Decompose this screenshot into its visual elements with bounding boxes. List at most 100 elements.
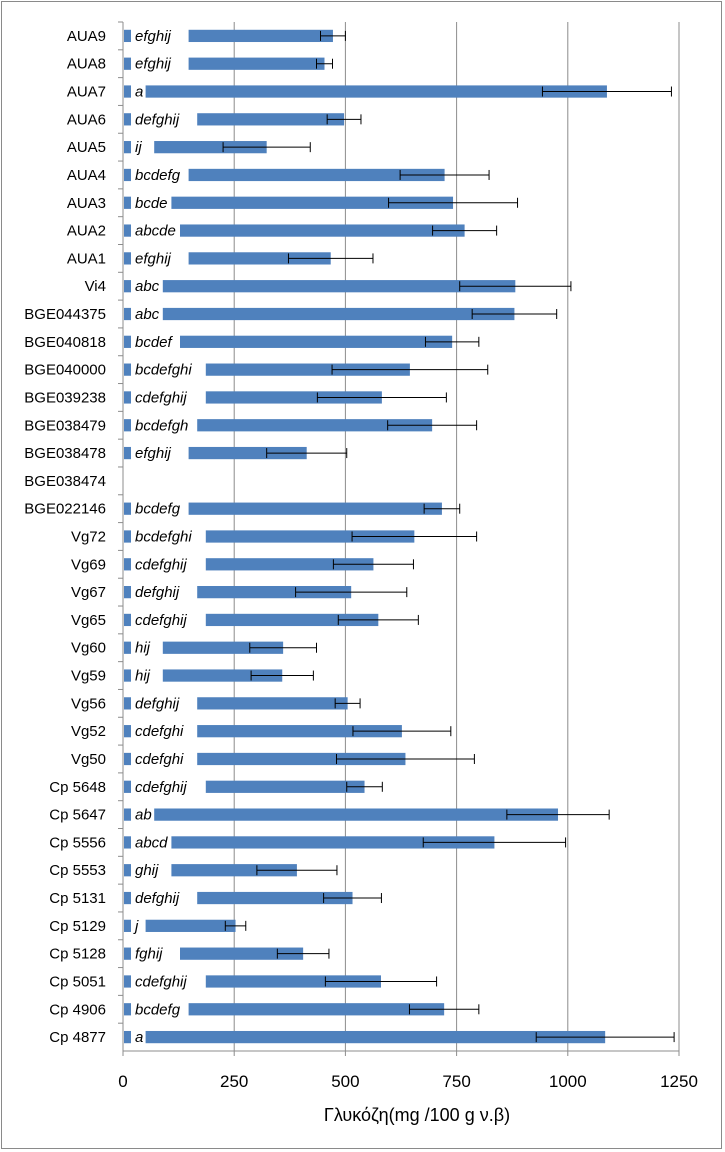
category-label: Cp 5129 xyxy=(49,918,106,935)
category-label: Cp 5553 xyxy=(49,862,106,879)
significance-letters: cdefghi xyxy=(135,723,184,740)
category-label: Cp 5051 xyxy=(49,973,106,990)
category-label: Vg56 xyxy=(71,695,106,712)
bar xyxy=(124,85,607,98)
bar xyxy=(124,669,283,682)
category-label: BGE044375 xyxy=(24,306,106,323)
significance-letters: bcdefg xyxy=(135,1001,181,1018)
significance-letters: defghij xyxy=(135,890,180,907)
letter-box xyxy=(131,747,198,769)
letter-box xyxy=(131,414,198,436)
significance-letters: abc xyxy=(135,306,160,323)
letter-box xyxy=(131,497,189,519)
x-tick-label: 250 xyxy=(220,1072,248,1091)
significance-letters: cdefghij xyxy=(135,556,187,573)
significance-letters: ab xyxy=(135,807,152,824)
category-label: Vg60 xyxy=(71,640,106,657)
bar xyxy=(124,280,516,293)
category-label: BGE038479 xyxy=(24,417,106,434)
significance-letters: defghij xyxy=(135,584,180,601)
significance-letters: efghij xyxy=(135,250,172,267)
letter-box xyxy=(131,775,206,797)
x-tick-label: 500 xyxy=(331,1072,359,1091)
letter-box xyxy=(131,553,206,575)
significance-letters: fghij xyxy=(135,946,163,963)
significance-letters: bcdefgh xyxy=(135,417,188,434)
category-label: AUA3 xyxy=(67,195,106,212)
letter-box xyxy=(131,136,155,158)
bar xyxy=(124,1030,606,1044)
letter-box xyxy=(131,887,198,909)
letter-box xyxy=(131,581,198,603)
letter-box xyxy=(131,163,189,185)
bar xyxy=(124,502,442,515)
letter-box xyxy=(131,998,189,1020)
significance-letters: a xyxy=(135,1029,143,1046)
x-axis-title: Γλυκόζη(mg /100 g ν.β) xyxy=(324,1105,510,1125)
x-tick-label: 0 xyxy=(118,1072,127,1091)
category-label: Cp 5648 xyxy=(49,779,106,796)
letter-box xyxy=(131,80,146,102)
significance-letters: efghij xyxy=(135,28,172,45)
letter-box xyxy=(131,831,172,853)
significance-letters: ij xyxy=(135,139,142,156)
category-label: AUA8 xyxy=(67,56,106,73)
category-label: AUA2 xyxy=(67,223,106,240)
category-label: Vg59 xyxy=(71,668,106,685)
category-label: AUA1 xyxy=(67,250,106,267)
letter-box xyxy=(131,803,155,825)
letter-box xyxy=(131,525,206,547)
significance-letters: defghij xyxy=(135,695,180,712)
letter-box xyxy=(131,608,206,630)
bar xyxy=(124,419,433,432)
category-label: Vg65 xyxy=(71,612,106,629)
category-label: AUA7 xyxy=(67,84,106,101)
letter-box xyxy=(131,275,163,297)
significance-letters: abc xyxy=(135,278,160,295)
significance-letters: abcd xyxy=(135,834,168,851)
category-label: Cp 5647 xyxy=(49,807,106,824)
category-label: AUA6 xyxy=(67,111,106,128)
significance-letters: defghij xyxy=(135,111,180,128)
category-label: Vg67 xyxy=(71,584,106,601)
bar xyxy=(124,224,465,237)
category-label: Cp 4877 xyxy=(49,1029,106,1046)
significance-letters: bcde xyxy=(135,195,168,212)
letter-box xyxy=(131,664,163,686)
letter-box xyxy=(131,108,198,130)
significance-letters: cdefghij xyxy=(135,779,187,796)
category-label: Cp 5556 xyxy=(49,834,106,851)
bar xyxy=(124,836,495,849)
letter-box xyxy=(131,942,180,964)
category-label: BGE039238 xyxy=(24,389,106,406)
significance-letters: hij xyxy=(135,668,151,685)
letter-box xyxy=(131,720,198,742)
significance-letters: bcdef xyxy=(135,334,174,351)
letter-box xyxy=(131,970,206,992)
letter-box xyxy=(131,219,180,241)
letter-box xyxy=(131,24,189,46)
category-label: AUA9 xyxy=(67,28,106,45)
significance-letters: a xyxy=(135,84,143,101)
category-label: Vg72 xyxy=(71,529,106,546)
letter-box xyxy=(131,636,163,658)
letter-box xyxy=(131,1026,146,1048)
significance-letters: cdefghij xyxy=(135,612,187,629)
significance-letters: efghij xyxy=(135,56,172,73)
significance-letters: ghij xyxy=(135,862,159,879)
category-label: BGE038478 xyxy=(24,445,106,462)
significance-letters: bcdefghi xyxy=(135,362,192,379)
bar xyxy=(124,641,284,654)
significance-letters: bcdefg xyxy=(135,167,181,184)
category-label: Vi4 xyxy=(85,278,106,295)
significance-letters: cdefghi xyxy=(135,751,184,768)
significance-letters: cdefghij xyxy=(135,389,187,406)
bar xyxy=(124,1003,445,1016)
category-label: Vg50 xyxy=(71,751,106,768)
category-label: AUA4 xyxy=(67,167,106,184)
category-label: BGE040818 xyxy=(24,334,106,351)
bar xyxy=(124,141,267,154)
bar xyxy=(124,307,515,321)
